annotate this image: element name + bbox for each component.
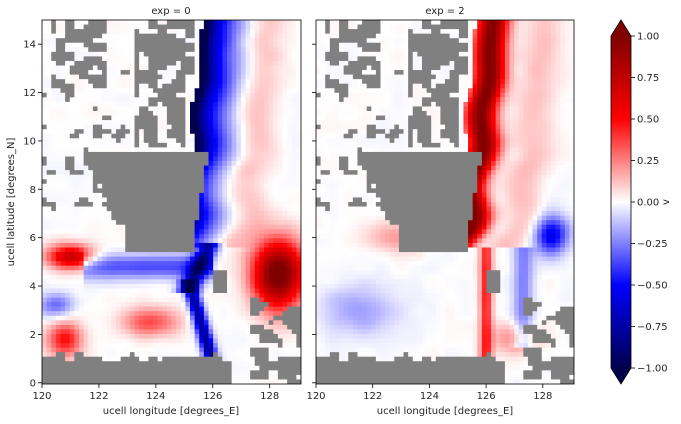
x-tick-label: 124 — [420, 391, 439, 402]
colorbar-tick-label: 0.00 — [637, 198, 659, 209]
colorbar-tick-label: 0.50 — [637, 115, 659, 126]
colorbar-tick-label: 0.25 — [637, 156, 659, 167]
colorbar-tick-label: 0.75 — [637, 73, 659, 84]
colorbar-gradient — [611, 36, 631, 368]
y-tick-label: 2 — [30, 330, 36, 341]
y-axis-label: ucell latitude [degrees_N] — [6, 138, 17, 267]
colorbar-tick-label: −0.75 — [637, 322, 668, 333]
colorbar-tick-label: −0.25 — [637, 239, 668, 250]
x-tick-label: 126 — [203, 391, 222, 402]
x-tick-label: 128 — [533, 391, 552, 402]
y-tick-label: 0 — [30, 378, 36, 389]
y-tick-label: 14 — [23, 40, 36, 51]
axes-frame — [315, 19, 575, 385]
panel-title-exp-2: exp = 2 — [425, 6, 464, 17]
heatmap-exp-2 — [316, 20, 574, 384]
panel-exp-2: exp = 2 — [315, 6, 575, 385]
x-tick-label: 120 — [32, 391, 51, 402]
colorbar-tick-label: −0.50 — [637, 281, 668, 292]
colorbar-extend-max — [611, 20, 631, 36]
x-tick-label: 122 — [89, 391, 108, 402]
axes-text: ucell longitude [degrees_E] ucell longit… — [6, 138, 513, 417]
x-tick-label: 120 — [306, 391, 325, 402]
y-tick-label: 6 — [30, 233, 36, 244]
y-tick-label: 10 — [23, 136, 36, 147]
colorbar: −1.00 −0.75 −0.50 −0.25 0.00 0.25 0.50 0.75 1.00… — [610, 19, 672, 385]
colorbar-label: v — [661, 199, 672, 205]
x-axis-label-right: ucell longitude [degrees_E] — [377, 406, 513, 417]
colorbar-extend-min — [611, 368, 631, 384]
x-tick-label: 126 — [477, 391, 496, 402]
x-tick-label: 128 — [260, 391, 279, 402]
panel-title-exp-0: exp = 0 — [151, 6, 190, 17]
x-tick-label: 124 — [146, 391, 165, 402]
axes-frame — [41, 19, 302, 385]
colorbar-tick-label: −1.00 — [637, 364, 668, 375]
colorbar-tick-label: 1.00 — [637, 32, 659, 43]
heatmap-exp-0 — [42, 20, 301, 384]
y-tick-label: 8 — [30, 185, 36, 196]
y-tick-label: 4 — [30, 282, 36, 293]
y-tick-label: 12 — [23, 88, 36, 99]
x-axis-label-left: ucell longitude [degrees_E] — [103, 406, 239, 417]
x-tick-label: 122 — [363, 391, 382, 402]
panel-exp-0: exp = 0 — [41, 6, 302, 385]
